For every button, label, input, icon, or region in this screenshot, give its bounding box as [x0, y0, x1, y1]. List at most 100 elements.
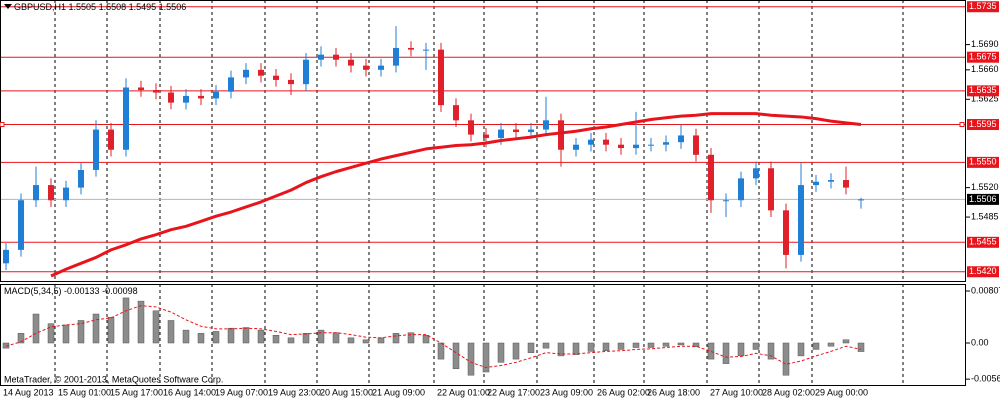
macd-bar: [302, 333, 310, 344]
candle-body: [723, 200, 729, 202]
candle-body: [363, 65, 369, 70]
level-label-box: [967, 51, 999, 63]
candle-body: [708, 154, 714, 201]
macd-bar: [137, 300, 145, 344]
x-tick-label: 26 Aug 02:00: [597, 387, 650, 397]
candle-body: [303, 59, 309, 85]
macd-bar: [812, 342, 820, 350]
macd-bar: [857, 342, 865, 352]
macd-bar: [92, 313, 100, 344]
x-tick-label: 22 Aug 17:00: [487, 387, 540, 397]
candle-body: [648, 144, 654, 146]
candle-body: [783, 210, 789, 255]
candle-body: [843, 180, 849, 188]
candle-body: [513, 129, 519, 133]
candle-body: [138, 87, 144, 91]
candle-body: [483, 134, 489, 138]
candle-body: [123, 87, 129, 150]
candle-body: [318, 54, 324, 60]
candle-body: [408, 47, 414, 50]
x-tick-label: 29 Aug 00:00: [815, 387, 868, 397]
candle-body: [273, 75, 279, 80]
macd-bar: [392, 333, 400, 344]
macd-bar: [827, 342, 835, 347]
y-tick-label: 1.5485: [971, 211, 999, 221]
level-label: 1.5675: [969, 52, 997, 62]
candle-body: [753, 168, 759, 179]
candle-body: [378, 65, 384, 70]
macd-bar: [692, 342, 700, 348]
plot: [2, 26, 865, 376]
macd-bar: [122, 297, 130, 344]
candle-body: [813, 181, 819, 186]
macd-bar: [2, 342, 10, 349]
macd-bar: [287, 337, 295, 344]
candle-body: [768, 168, 774, 211]
candle-body: [528, 129, 534, 133]
macd-bar: [377, 337, 385, 344]
candle-body: [558, 120, 564, 150]
candle-body: [828, 180, 834, 182]
macd-bar: [542, 342, 550, 349]
macd-bar: [197, 333, 205, 344]
macd-bar: [32, 313, 40, 344]
macd-bar: [602, 342, 610, 351]
x-tick-label: 22 Aug 01:00: [437, 387, 490, 397]
candle-body: [108, 129, 114, 150]
candle-body: [858, 199, 864, 201]
level-label: 1.5550: [969, 157, 997, 167]
level-label-box: [967, 266, 999, 278]
macd-bar: [47, 323, 55, 344]
x-tick-label: 20 Aug 15:00: [320, 387, 373, 397]
level-handle: [0, 122, 5, 128]
macd-bar: [152, 310, 160, 344]
macd-bar: [212, 331, 220, 344]
candle-body: [693, 135, 699, 155]
price-header: GBPUSD,H1 1.5505 1.5508 1.5495 1.5506: [14, 2, 186, 12]
macd-bar: [527, 342, 535, 353]
candle-body: [243, 69, 249, 78]
macd-bar: [257, 329, 265, 344]
candle-body: [543, 120, 549, 130]
candle-body: [618, 144, 624, 149]
y-tick-label: 1.5660: [971, 64, 999, 74]
candle-body: [588, 139, 594, 145]
macd-signal: [5, 305, 862, 368]
candle-body: [453, 105, 459, 121]
candle-body: [498, 129, 504, 138]
candle-body: [198, 95, 204, 99]
signal-last: -0.00098: [102, 286, 138, 296]
y-tick-label: -0.00561: [971, 374, 1000, 384]
last-open: 1.5505: [69, 2, 97, 12]
candle-body: [633, 144, 639, 149]
symbol-icon: [4, 4, 12, 9]
candle-body: [348, 59, 354, 66]
macd-bar: [752, 342, 760, 350]
macd-bar: [167, 320, 175, 344]
macd-bar: [407, 332, 415, 344]
macd-bar: [62, 324, 70, 344]
symbol: GBPUSD,H1: [14, 2, 66, 12]
macd-bar: [797, 342, 805, 357]
candle-body: [213, 91, 219, 99]
y-tick-label: 1.5625: [971, 94, 999, 104]
macd-last: -0.00133: [64, 286, 100, 296]
macd-bar: [107, 316, 115, 344]
candle-body: [48, 185, 54, 201]
level-label-box: [967, 156, 999, 168]
candle-body: [798, 185, 804, 255]
macd-title: MACD(5,34,5): [4, 286, 62, 296]
macd-pane: [0, 284, 966, 386]
level-label: 1.5735: [969, 1, 997, 11]
candle-body: [393, 47, 399, 66]
candle-body: [603, 139, 609, 145]
candle-body: [78, 169, 84, 188]
level-label: 1.5420: [969, 266, 997, 276]
macd-bar: [422, 335, 430, 344]
macd-bar: [482, 342, 490, 373]
candle-body: [333, 54, 339, 60]
copyright: MetaTrader, © 2001-2013, MetaQuotes Soft…: [4, 374, 223, 384]
x-tick-label: 19 Aug 23:00: [268, 387, 321, 397]
